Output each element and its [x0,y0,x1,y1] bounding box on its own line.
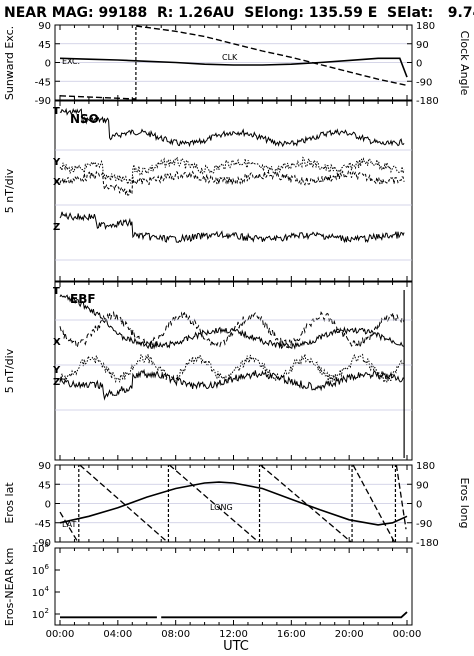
ebf-trace-label-z: Z [53,377,60,388]
line-excursion [59,57,408,78]
panel-ebf-frame [54,281,413,461]
ebf-trace-label-y: Y [52,365,61,376]
ylabel-eros-long: Eros long [458,478,471,529]
line-eros-near-b [161,611,408,619]
p1-ytick-right-2: 0 [416,59,422,70]
legend-exc: EXC. [62,57,80,66]
line-eros-long-seg-4 [352,464,395,543]
x-tick-label-1: 04:00 [103,629,132,640]
nso-trace-x [59,170,405,196]
p4-ytick-left-3: -45 [35,519,51,530]
line-clock-angle-a [59,95,136,100]
x-tick-label-3: 12:00 [219,629,248,640]
line-clock-angle-b [136,25,408,87]
p1-ytick-left-2: 0 [45,59,51,70]
nso-trace-y [59,156,405,186]
p4-ytick-left-0: 90 [38,461,51,472]
ylabel-ebf: 5 nT/div [3,348,16,393]
nso-trace-label-x: X [53,177,61,188]
p4-ytick-right-1: 90 [416,480,429,491]
p5-ytick-label-3: 108 [32,541,49,555]
line-eros-long-seg-0 [59,511,79,543]
ylabel-eros-near-km: Eros-NEAR km [3,548,16,627]
label-ebf: EBF [70,292,96,306]
p1-ytick-right-1: 90 [416,40,429,51]
p1-ytick-left-0: 90 [38,21,51,32]
ebf-trace-t [59,294,405,350]
x-tick-label-2: 08:00 [161,629,190,640]
nso-trace-label-t: T [53,106,60,117]
p5-ytick-label-1: 104 [32,585,50,599]
ebf-trace-x [59,310,405,350]
legend-lat: LAT [62,520,76,529]
line-eros-long-seg-2 [168,464,259,543]
nso-trace-z [59,211,405,244]
x-tick-label-5: 20:00 [335,629,364,640]
ylabel-clock-angle: Clock Angle [458,31,471,96]
p1-ytick-right-0: 180 [416,21,435,32]
panel-eros-near-frame [54,547,413,626]
p4-ytick-left-2: 0 [45,500,51,511]
p5-ytick-label-2: 106 [32,563,50,577]
ebf-trace-z [59,368,405,401]
line-eros-long-seg-3 [260,464,352,543]
p1-ytick-right-3: -90 [416,77,432,88]
p1-ytick-left-1: 45 [38,40,51,51]
legend-clk: CLK [222,53,238,62]
figure-title: NEAR MAG: 99188 R: 1.26AU SElong: 135.59… [4,5,474,21]
legend-long: LONG [210,503,233,512]
line-eros-lat [59,481,408,526]
x-tick-label-4: 16:00 [277,629,306,640]
p4-ytick-right-3: -90 [416,519,432,530]
x-axis-title: UTC [223,639,249,654]
ylabel-nso: 5 nT/div [3,168,16,213]
plot-layer: 00:00 04:00 08:00 12:00 16:00 20:00 00:00 90 45 0… [32,21,439,640]
nso-trace-label-y: Y [52,157,61,168]
x-tick-label-6: 00:00 [393,629,422,640]
p4-ytick-left-4: -90 [35,538,51,549]
p4-ytick-right-2: 0 [416,500,422,511]
p1-ytick-left-3: -45 [35,77,51,88]
p5-ytick-label-0: 102 [32,607,49,621]
ebf-trace-label-x: X [53,337,61,348]
ylabel-sunward-exc: Sunward Exc. [3,26,16,100]
p4-ytick-right-4: -180 [416,538,439,549]
p4-ytick-right-0: 180 [416,461,435,472]
line-eros-long-seg-5 [395,464,407,530]
nso-trace-t [59,107,405,148]
x-tick-label-0: 00:00 [46,629,75,640]
ylabel-eros-lat: Eros lat [3,482,16,524]
ebf-trace-y [59,353,405,384]
p4-ytick-left-1: 45 [38,480,51,491]
nso-trace-label-z: Z [53,222,60,233]
ebf-trace-label-t: T [53,286,60,297]
line-eros-long-seg-1 [79,464,168,543]
p1-ytick-left-4: -90 [35,96,51,107]
p1-ytick-right-4: -180 [416,96,439,107]
